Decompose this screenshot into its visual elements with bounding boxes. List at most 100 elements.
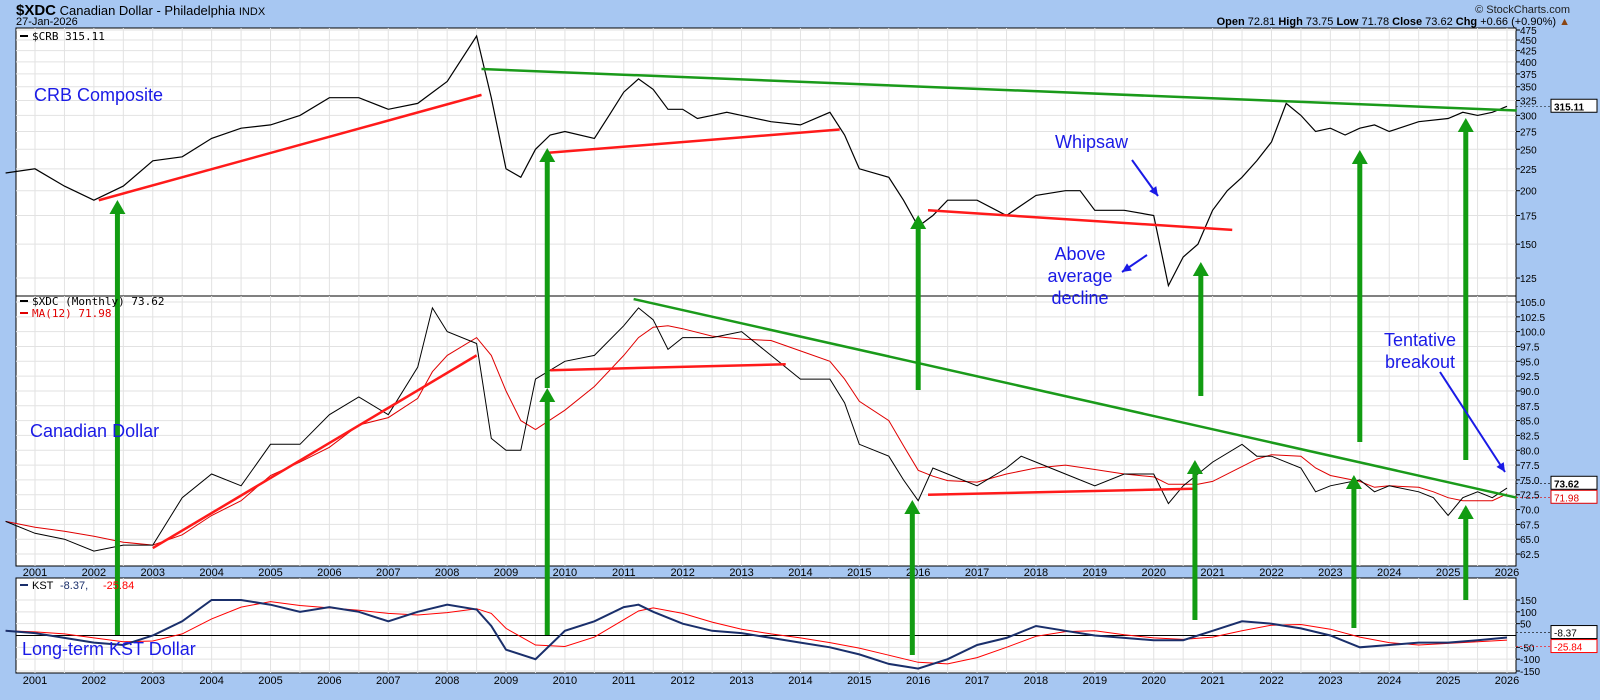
kst-legend-value: -8.37,: [60, 580, 88, 592]
y-tick-label: 82.5: [1520, 431, 1540, 442]
y-tick-label: 375: [1520, 70, 1537, 81]
y-tick-label: 95.0: [1520, 357, 1540, 368]
y-tick-label: 70.0: [1520, 506, 1540, 517]
x-tick-label: 2024: [1377, 675, 1401, 687]
y-tick-label: 125: [1520, 274, 1537, 285]
green-arrow-head: [539, 388, 556, 402]
green-trendline: [633, 297, 1518, 499]
signal-last-tag-box: [1550, 639, 1598, 654]
y-tick-label: 425: [1520, 47, 1537, 58]
ma-legend-swatch: [20, 312, 28, 314]
callout-arrow-head: [1496, 462, 1505, 472]
label-canadian-dollar: Canadian Dollar: [30, 421, 160, 441]
callout-arrow: [1439, 371, 1506, 473]
x-tick-label: 2010: [553, 567, 577, 579]
x-tick-label: 2023: [1318, 567, 1342, 579]
crb-legend: $CRB 315.11: [32, 30, 105, 43]
green-arrow-head: [109, 200, 126, 214]
y-tick-label: 175: [1520, 212, 1537, 223]
x-tick-label: 2019: [1083, 675, 1107, 687]
crb-line: [5, 34, 1508, 288]
green-arrow-head: [1192, 262, 1209, 276]
high-value: 73.75: [1305, 16, 1334, 28]
red-trendline: [98, 93, 482, 202]
x-tick-label: 2002: [82, 675, 106, 687]
x-tick-label: 2013: [729, 567, 753, 579]
x-tick-label: 2026: [1495, 567, 1519, 579]
y-tick-label: 72.5: [1520, 491, 1540, 502]
y-tick-label: 475: [1520, 26, 1537, 37]
green-trendline: [481, 67, 1517, 112]
x-tick-label: 2001: [23, 675, 47, 687]
y-tick-label: 150: [1520, 596, 1537, 607]
high-label: High: [1278, 16, 1303, 28]
symbol: $XDC: [16, 2, 57, 19]
callout-arrow-head: [1149, 186, 1158, 196]
instrument-name: Canadian Dollar - Philadelphia: [59, 3, 236, 18]
y-tick-label: 400: [1520, 58, 1537, 69]
chg-label: Chg: [1455, 16, 1478, 28]
panel-1: [15, 295, 1517, 567]
green-arrow-head: [1457, 118, 1474, 132]
y-tick-label: 100.0: [1520, 328, 1545, 339]
xdc-legend: $XDC (Monthly) 73.62: [32, 295, 164, 308]
x-tick-label: 2020: [1141, 675, 1165, 687]
green-arrow-head: [1351, 150, 1368, 164]
red-trendline: [152, 354, 478, 550]
y-tick-label: 300: [1520, 111, 1537, 122]
x-tick-label: 2025: [1436, 567, 1460, 579]
xdc-line: [5, 306, 1508, 552]
y-tick-label: 105.0: [1520, 298, 1545, 309]
y-tick-label: 75.0: [1520, 476, 1540, 487]
source-logo: © StockCharts.com: [1475, 4, 1570, 16]
x-tick-label: 2011: [612, 675, 636, 687]
x-tick-label: 2001: [23, 567, 47, 579]
x-tick-label: 2024: [1377, 567, 1401, 579]
x-tick-label: 2010: [553, 675, 577, 687]
x-tick-label: 2002: [82, 567, 106, 579]
panel-0: [15, 27, 1517, 297]
x-tick-label: 2004: [199, 675, 223, 687]
x-tick-label: 2022: [1259, 567, 1283, 579]
label-crb-composite: CRB Composite: [34, 85, 164, 105]
green-arrow-head: [1345, 475, 1362, 489]
x-tick-label: 2012: [670, 567, 694, 579]
x-tick-label: 2005: [258, 675, 282, 687]
y-tick-label: 90.0: [1520, 387, 1540, 398]
x-tick-label: 2018: [1024, 675, 1048, 687]
up-triangle-icon: ▲: [1559, 16, 1570, 28]
kst-legend-name: KST: [32, 580, 54, 592]
green-arrow-head: [1457, 505, 1474, 519]
y-tick-label: -100: [1520, 655, 1540, 666]
y-tick-label: 65.0: [1520, 535, 1540, 546]
x-tick-label: 2014: [788, 567, 812, 579]
x-tick-label: 2004: [199, 567, 223, 579]
y-tick-label: 92.5: [1520, 372, 1540, 383]
y-tick-label: 67.5: [1520, 520, 1540, 531]
red-trendline: [545, 128, 840, 155]
x-tick-label: 2011: [612, 567, 636, 579]
kst-last-tag: -8.37: [1554, 629, 1577, 640]
open-label: Open: [1216, 16, 1245, 28]
red-trendline: [927, 487, 1194, 496]
chart-date: 27-Jan-2026: [16, 16, 78, 28]
crb-last-tag-box: [1550, 98, 1598, 113]
low-label: Low: [1336, 16, 1359, 28]
x-tick-label: 2007: [376, 675, 400, 687]
x-tick-label: 2005: [258, 567, 282, 579]
y-tick-label: 62.5: [1520, 550, 1540, 561]
y-tick-label: 450: [1520, 36, 1537, 47]
y-tick-label: 325: [1520, 97, 1537, 108]
label-tentative-breakout: Tentative breakout: [1383, 330, 1457, 372]
x-tick-label: 2017: [965, 567, 989, 579]
chg-value: +0.66 (+0.90%): [1480, 16, 1557, 28]
x-tick-label: 2022: [1259, 675, 1283, 687]
y-tick-label: 50: [1520, 620, 1532, 631]
y-tick-label: -50: [1520, 643, 1535, 654]
y-tick-label: 200: [1520, 187, 1537, 198]
green-arrow-head: [910, 215, 927, 229]
kst-last-tag-box: [1550, 625, 1598, 640]
signal-last-tag: -25.84: [1554, 643, 1583, 654]
x-tick-label: 2021: [1200, 675, 1224, 687]
